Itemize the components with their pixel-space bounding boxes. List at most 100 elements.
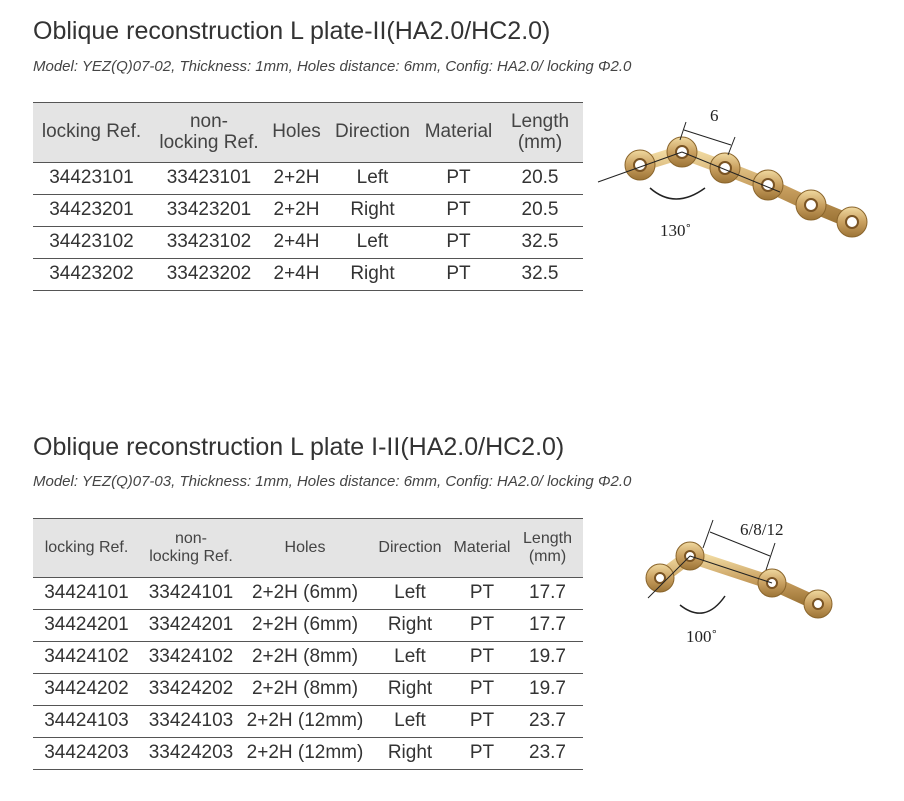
table-cell: 23.7 [529,742,566,764]
header-cell: non-locking Ref. [140,519,242,577]
table-cell: PT [469,646,495,668]
header-cell: Direction [325,103,420,162]
header-line: Direction [378,539,442,557]
table-cell: 33424103 [148,710,234,732]
table-cell: Right [387,742,433,764]
plate-2: 6/8/12 100˚ [645,519,833,646]
table-row: 34423202 33423202 2+4H Right PT 32.5 [33,259,583,291]
header-cell: Holes [242,519,368,577]
table-cell: PT [469,742,495,764]
table-cell: 33424203 [148,742,234,764]
table-cell: 2+2H (12mm) [246,742,364,764]
table-cell: Left [394,646,426,668]
table-cell: 34424201 [44,614,129,636]
table-cell: 19.7 [529,678,566,700]
table-header: locking Ref. non-locking Ref. Holes Directi… [33,102,583,163]
table-cell: Right [350,263,395,285]
table-cell: PT [446,199,471,221]
table-cell: 33424102 [148,646,234,668]
table-cell: 2+4H [273,263,320,285]
header-cell: Holes [268,103,325,162]
table-cell: 17.7 [529,582,566,604]
table-cell: Left [356,167,389,189]
section-subtitle: Model: YEZ(Q)07-02, Thickness: 1mm, Hole… [33,58,632,75]
table-cell: 33423102 [166,231,252,253]
header-line: non- [189,110,229,132]
table-row: 34424101 33424101 2+2H (6mm) Left PT 17.7 [33,578,583,610]
table-cell: 2+4H [273,231,320,253]
header-cell: non-locking Ref. [150,103,268,162]
header-line: non- [174,530,208,548]
table-cell: Left [394,582,426,604]
table-cell: 32.5 [521,231,559,253]
header-line: Material [424,121,493,143]
spacing-label: 6 [710,106,719,125]
table-cell: 2+2H (8mm) [251,678,359,700]
table-cell: 2+2H (12mm) [246,710,364,732]
header-cell: Length (mm) [512,519,583,577]
table-cell: 33424202 [148,678,234,700]
table-cell: Right [387,614,433,636]
table-row: 34424203 33424203 2+2H (12mm) Right PT 23.7 [33,738,583,770]
table-cell: PT [469,710,495,732]
table-cell: 2+2H (6mm) [251,582,359,604]
angle-label: 100˚ [686,627,717,646]
table-cell: 34424102 [44,646,129,668]
header-line: (mm) [517,131,563,153]
header-line: Length [510,110,570,132]
table-cell: 34424103 [44,710,129,732]
header-line: locking Ref. [41,121,142,143]
header-line: Holes [284,539,326,557]
angle-label: 130˚ [660,221,691,240]
table-cell: PT [469,614,495,636]
header-line: locking Ref. [44,539,129,557]
header-line: (mm) [528,548,567,565]
table-cell: 34424101 [44,582,129,604]
table-row: 34423201 33423201 2+2H Right PT 20.5 [33,195,583,227]
table-cell: 23.7 [529,710,566,732]
header-cell: locking Ref. [33,103,150,162]
table-cell: 34423102 [49,231,134,253]
header-cell: Length (mm) [497,103,583,162]
header-cell: Direction [368,519,452,577]
section-title: Oblique reconstruction L plate-II(HA2.0/… [33,17,551,45]
table-cell: PT [469,678,495,700]
table-cell: 32.5 [521,263,559,285]
table-cell: 33424101 [148,582,234,604]
table-cell: 20.5 [521,167,559,189]
table-cell: 2+2H [273,199,320,221]
header-cell: locking Ref. [33,519,140,577]
table-cell: 34423101 [49,167,134,189]
table-cell: 34424202 [44,678,129,700]
table-cell: 2+2H (8mm) [251,646,359,668]
table-row: 34423102 33423102 2+4H Left PT 32.5 [33,227,583,259]
table-cell: 34423201 [49,199,134,221]
table-cell: 2+2H (6mm) [251,614,359,636]
table-cell: PT [446,263,471,285]
table-header: locking Ref. non-locking Ref. Holes Directi… [33,518,583,578]
table-row: 34424201 33424201 2+2H (6mm) Right PT 17.7 [33,610,583,642]
table-cell: PT [446,231,471,253]
table-cell: PT [446,167,471,189]
header-line: locking Ref. [149,548,233,565]
header-cell: Material [452,519,512,577]
table-cell: 20.5 [521,199,559,221]
section-subtitle: Model: YEZ(Q)07-03, Thickness: 1mm, Hole… [33,473,632,490]
header-line: Length [523,530,572,548]
table-cell: Right [387,678,433,700]
header-line: Holes [272,121,321,143]
table-cell: 33423101 [166,167,252,189]
section-title: Oblique reconstruction L plate I-II(HA2.… [33,433,565,461]
table-cell: 17.7 [529,614,566,636]
table-row: 34424202 33424202 2+2H (8mm) Right PT 19.7 [33,674,583,706]
table-row: 34424102 33424102 2+2H (8mm) Left PT 19.7 [33,642,583,674]
table-cell: Right [350,199,395,221]
table-cell: 34424203 [44,742,129,764]
header-line: Material [453,539,511,557]
table-cell: Left [356,231,389,253]
header-line: Direction [335,121,410,143]
table-cell: 19.7 [529,646,566,668]
header-line: locking Ref. [159,131,259,153]
table-cell: 33423201 [166,199,252,221]
